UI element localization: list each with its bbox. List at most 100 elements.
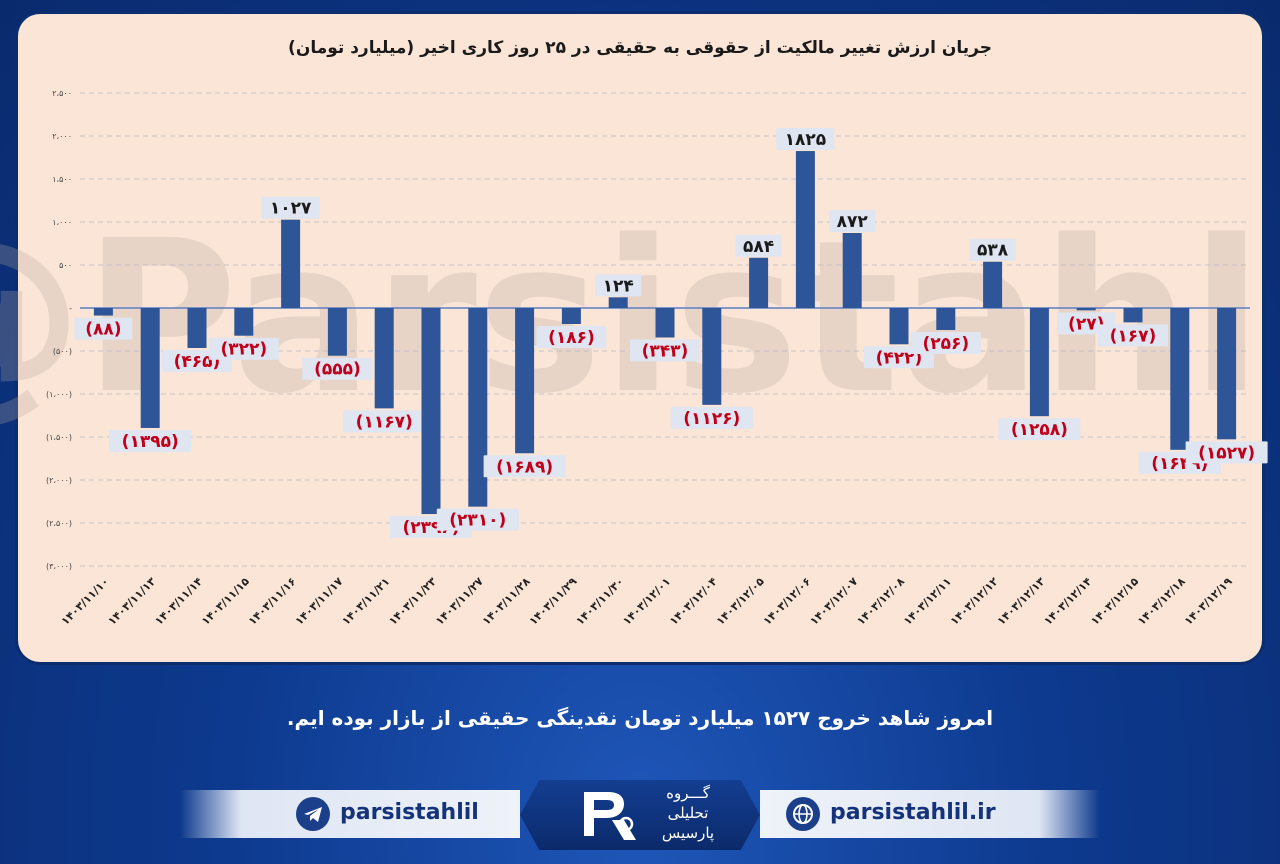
y-tick-label: (۳،۰۰۰) xyxy=(46,562,72,571)
data-label: (۱۱۲۶) xyxy=(683,409,740,429)
data-label: (۴۶۵) xyxy=(174,352,221,372)
x-tick-label: ۱۴۰۳/۱۱/۱۶ xyxy=(246,575,299,628)
y-tick-label: (۲،۵۰۰) xyxy=(46,519,72,528)
bar xyxy=(1076,308,1096,311)
y-tick-label: (۵۰۰) xyxy=(53,347,72,356)
data-label-box xyxy=(670,406,753,429)
data-label: (۵۵۵) xyxy=(314,360,361,380)
x-tick-label: ۱۴۰۳/۱۱/۱۳ xyxy=(105,575,158,628)
x-tick-label: ۱۴۰۳/۱۱/۲۸ xyxy=(480,575,533,628)
data-label-box xyxy=(630,339,700,362)
x-tick-label: ۱۴۰۳/۱۱/۲۹ xyxy=(527,575,580,628)
x-tick-label: ۱۴۰۳/۱۲/۰۱ xyxy=(620,575,673,628)
x-tick-label: ۱۴۰۳/۱۱/۳۰ xyxy=(573,575,626,628)
telegram-ribbon xyxy=(180,790,520,838)
x-tick-label: ۱۴۰۳/۱۲/۱۸ xyxy=(1135,575,1188,628)
x-tick-label: ۱۴۰۳/۱۱/۱۰ xyxy=(59,575,112,628)
data-label-box xyxy=(208,337,279,360)
data-label: (۱۸۶) xyxy=(548,328,595,348)
data-label: (۲۷) xyxy=(1068,314,1104,334)
x-tick-label: ۱۴۰۳/۱۲/۰۶ xyxy=(761,575,814,628)
bar xyxy=(1123,308,1143,323)
x-tick-label: ۱۴۰۳/۱۲/۱۴ xyxy=(1041,575,1094,628)
x-tick-label: ۱۴۰۳/۱۱/۲۱ xyxy=(339,575,392,628)
chart-title: جریان ارزش تغییر مالکیت از حقوقی به حقیق… xyxy=(288,38,992,58)
data-label-box xyxy=(536,325,607,348)
data-label: ۵۳۸ xyxy=(977,241,1009,261)
x-tick-label: ۱۴۰۳/۱۲/۰۸ xyxy=(854,575,907,628)
data-label: (۳۲۲) xyxy=(220,340,267,360)
x-tick-label: ۱۴۰۳/۱۲/۰۷ xyxy=(807,575,860,628)
globe-icon[interactable] xyxy=(786,797,820,831)
data-label-box xyxy=(343,410,426,433)
data-label-box xyxy=(483,455,566,478)
data-label: (۱۳۹۵) xyxy=(122,432,179,452)
data-label: (۴۲۲) xyxy=(876,348,923,368)
data-label: ۵۸۴ xyxy=(743,237,774,257)
y-tick-label: (۱،۰۰۰) xyxy=(46,390,72,399)
data-label-box xyxy=(735,234,782,257)
data-label: (۳۴۳) xyxy=(642,341,689,361)
logo-line-3: پارسیس xyxy=(661,824,715,842)
y-tick-label: (۱،۵۰۰) xyxy=(46,433,72,442)
x-tick-label: ۱۴۰۳/۱۲/۱۲ xyxy=(948,575,1001,628)
bar xyxy=(93,308,113,316)
bar xyxy=(281,219,301,308)
x-tick-label: ۱۴۰۳/۱۱/۱۵ xyxy=(199,575,252,628)
x-tick-label: ۱۴۰۳/۱۱/۲۳ xyxy=(386,575,439,628)
y-tick-label: (۲،۰۰۰) xyxy=(46,476,72,485)
data-label: ۱۸۲۵ xyxy=(785,130,827,150)
data-label-box xyxy=(1098,324,1168,347)
data-label-box xyxy=(109,429,192,452)
bar xyxy=(936,308,956,331)
logo-line-1: گـــروه xyxy=(666,784,710,802)
bar xyxy=(561,308,581,324)
data-label: (۱۱۶۷) xyxy=(356,412,413,432)
bar xyxy=(702,308,722,405)
x-tick-label: ۱۴۰۳/۱۲/۱۵ xyxy=(1088,575,1141,628)
data-label-box xyxy=(261,196,320,219)
website-link[interactable]: parsistahlil.ir xyxy=(830,800,996,825)
data-label-box xyxy=(595,274,642,297)
bar xyxy=(374,308,394,409)
bar xyxy=(983,261,1003,308)
telegram-icon[interactable] xyxy=(296,797,330,831)
logo-badge xyxy=(520,780,760,850)
data-label-box xyxy=(302,357,373,380)
y-tick-label: ۱،۰۰۰ xyxy=(52,218,72,227)
data-label-box xyxy=(1185,441,1268,464)
logo-icon xyxy=(578,784,638,844)
x-tick-label: ۱۴۰۳/۱۲/۱۱ xyxy=(901,575,954,628)
x-tick-label: ۱۴۰۳/۱۲/۱۹ xyxy=(1182,575,1235,628)
x-tick-label: ۱۴۰۳/۱۱/۱۴ xyxy=(152,575,205,628)
data-label-box xyxy=(829,210,876,233)
data-label: (۲۳۱۰) xyxy=(449,511,506,531)
y-tick-label: ۵۰۰ xyxy=(59,261,72,270)
x-tick-label: ۱۴۰۳/۱۱/۱۷ xyxy=(293,575,346,628)
data-label: (۱۶۷) xyxy=(1110,326,1157,346)
bar xyxy=(1170,308,1190,450)
caption-text: امروز شاهد خروج ۱۵۲۷ میلیارد تومان نقدین… xyxy=(286,706,994,730)
y-tick-label: - xyxy=(69,304,72,313)
x-tick-label: ۱۴۰۳/۱۲/۰۵ xyxy=(714,575,767,628)
data-label-box xyxy=(998,418,1081,441)
data-label-box xyxy=(910,332,981,355)
x-tick-label: ۱۴۰۳/۱۲/۰۴ xyxy=(667,575,720,628)
bar xyxy=(327,308,347,356)
data-label: (۲۵۶) xyxy=(922,334,969,354)
bar xyxy=(889,308,909,345)
bar xyxy=(1029,308,1049,417)
x-tick-label: ۱۴۰۳/۱۱/۲۷ xyxy=(433,575,486,628)
logo-line-2: تحلیلی xyxy=(667,804,709,822)
data-label: (۱۶۸۹) xyxy=(496,457,553,477)
data-label: ۸۷۲ xyxy=(837,212,869,232)
logo-text: گـــروه تحلیلی پارسیس xyxy=(648,783,728,843)
y-tick-label: ۲،۵۰۰ xyxy=(52,89,72,98)
data-label-box xyxy=(74,317,133,340)
data-label-box xyxy=(436,508,519,531)
bar xyxy=(140,308,160,428)
data-label-box xyxy=(969,238,1016,261)
bar xyxy=(468,308,488,507)
telegram-handle[interactable]: parsistahlil xyxy=(340,800,479,825)
